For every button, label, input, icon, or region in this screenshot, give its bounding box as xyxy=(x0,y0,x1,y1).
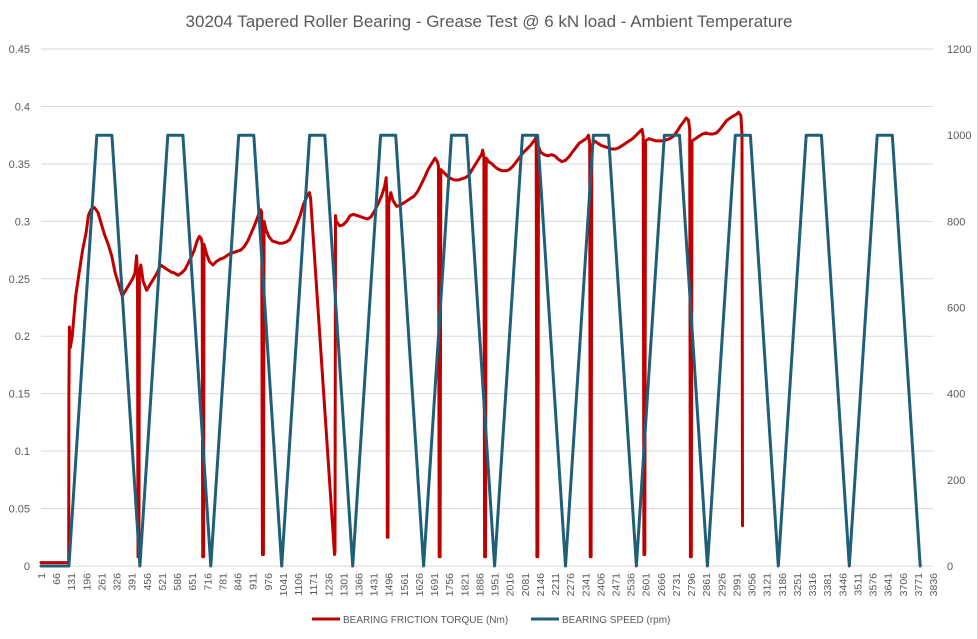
x-tick-label: 196 xyxy=(81,573,93,591)
x-tick-label: 3446 xyxy=(837,573,849,597)
x-tick-label: 1691 xyxy=(429,573,441,597)
x-tick-label: 1431 xyxy=(369,573,381,597)
x-tick-label: 456 xyxy=(142,573,154,591)
chart-title: 30204 Tapered Roller Bearing - Grease Te… xyxy=(186,12,793,31)
x-tick-label: 911 xyxy=(248,573,260,590)
x-tick-label: 391 xyxy=(127,573,139,591)
x-tick-label: 1171 xyxy=(308,573,320,596)
x-tick-label: 716 xyxy=(202,573,214,591)
legend-label-torque: BEARING FRICTION TORQUE (Nm) xyxy=(343,615,508,626)
x-tick-label: 3316 xyxy=(807,573,819,597)
x-tick-label: 781 xyxy=(217,573,229,591)
y-tick-label: 0.35 xyxy=(9,159,30,171)
x-tick-label: 2341 xyxy=(580,573,592,597)
x-tick-label: 2926 xyxy=(716,573,728,597)
x-tick-label: 3641 xyxy=(883,573,895,597)
x-tick-label: 2081 xyxy=(520,573,532,597)
y-tick-label: 0.15 xyxy=(9,389,30,401)
x-tick-label: 3121 xyxy=(762,573,774,597)
x-tick-label: 1366 xyxy=(353,573,365,597)
x-tick-label: 2731 xyxy=(671,573,683,597)
x-tick-label: 2601 xyxy=(641,573,653,597)
x-tick-label: 1886 xyxy=(474,573,486,597)
series-group xyxy=(39,110,922,568)
y-tick-label: 0.3 xyxy=(15,216,30,228)
x-tick-label: 846 xyxy=(233,573,245,591)
legend-label-speed: BEARING SPEED (rpm) xyxy=(562,615,670,626)
y-tick-label: 0.1 xyxy=(15,446,30,458)
y2-tick-label: 200 xyxy=(947,475,965,487)
x-tick-label: 2211 xyxy=(550,573,562,596)
x-tick-label: 1106 xyxy=(293,573,305,596)
y-tick-label: 0 xyxy=(24,561,30,573)
x-tick-label: 2276 xyxy=(565,573,577,597)
y-tick-label: 0.25 xyxy=(9,274,30,286)
y2-tick-label: 800 xyxy=(947,216,965,228)
x-tick-label: 586 xyxy=(172,573,184,591)
series-line-torque xyxy=(39,110,744,565)
x-tick-label: 3381 xyxy=(822,573,834,597)
x-tick-label: 651 xyxy=(187,573,199,591)
x-tick-label: 2796 xyxy=(686,573,698,597)
x-tick-label: 3056 xyxy=(747,573,759,597)
y-tick-label: 0.05 xyxy=(9,504,30,516)
series-line-speed xyxy=(39,133,922,568)
x-tick-label: 1496 xyxy=(384,573,396,597)
x-tick-label: 3706 xyxy=(898,573,910,597)
x-tick-label: 3836 xyxy=(928,573,940,597)
x-tick-label: 3251 xyxy=(792,573,804,597)
x-tick-label: 1 xyxy=(36,573,48,579)
x-tick-label: 1951 xyxy=(490,573,502,597)
y2-tick-label: 400 xyxy=(947,389,965,401)
x-tick-label: 1756 xyxy=(444,573,456,597)
x-tick-label: 1821 xyxy=(459,573,471,597)
x-tick-label: 3186 xyxy=(777,573,789,597)
x-tick-label: 2861 xyxy=(701,573,713,597)
x-tick-label: 3576 xyxy=(868,573,880,597)
x-tick-label: 3771 xyxy=(913,573,925,597)
x-tick-label: 1626 xyxy=(414,573,426,597)
x-tick-label: 976 xyxy=(263,573,275,591)
y-tick-label: 0.4 xyxy=(15,101,30,113)
x-tick-label: 261 xyxy=(96,573,108,591)
y2-tick-label: 1200 xyxy=(947,44,971,56)
x-tick-label: 3511 xyxy=(852,573,864,596)
x-tick-label: 1561 xyxy=(399,573,411,597)
x-tick-label: 2536 xyxy=(626,573,638,597)
y-tick-label: 0.2 xyxy=(15,331,30,343)
x-tick-label: 2666 xyxy=(656,573,668,597)
x-tick-label: 1301 xyxy=(338,573,350,597)
y-axis-left: 0 0.05 0.1 0.15 0.2 0.25 0.3 0.35 0.4 0.45 xyxy=(9,44,30,573)
x-tick-label: 2406 xyxy=(595,573,607,597)
y-axis-right: 0 200 400 600 800 1000 1200 xyxy=(947,44,971,573)
y2-tick-label: 1000 xyxy=(947,130,971,142)
x-tick-label: 131 xyxy=(66,573,78,591)
x-tick-label: 2991 xyxy=(731,573,743,597)
legend: BEARING FRICTION TORQUE (Nm) BEARING SPE… xyxy=(312,615,670,626)
x-tick-label: 1041 xyxy=(278,573,290,597)
y2-tick-label: 600 xyxy=(947,303,965,315)
x-tick-label: 326 xyxy=(112,573,124,591)
y2-tick-label: 0 xyxy=(947,561,953,573)
x-tick-label: 2016 xyxy=(505,573,517,597)
x-tick-label: 66 xyxy=(51,573,63,585)
x-tick-label: 521 xyxy=(157,573,169,591)
x-tick-label: 2146 xyxy=(535,573,547,597)
x-tick-label: 2471 xyxy=(611,573,623,597)
x-tick-label: 1236 xyxy=(323,573,335,597)
y-tick-label: 0.45 xyxy=(9,44,30,56)
x-axis: 1 66 131 196 261 326 391 456 521 586 651 716 781 846 9… xyxy=(36,573,940,597)
